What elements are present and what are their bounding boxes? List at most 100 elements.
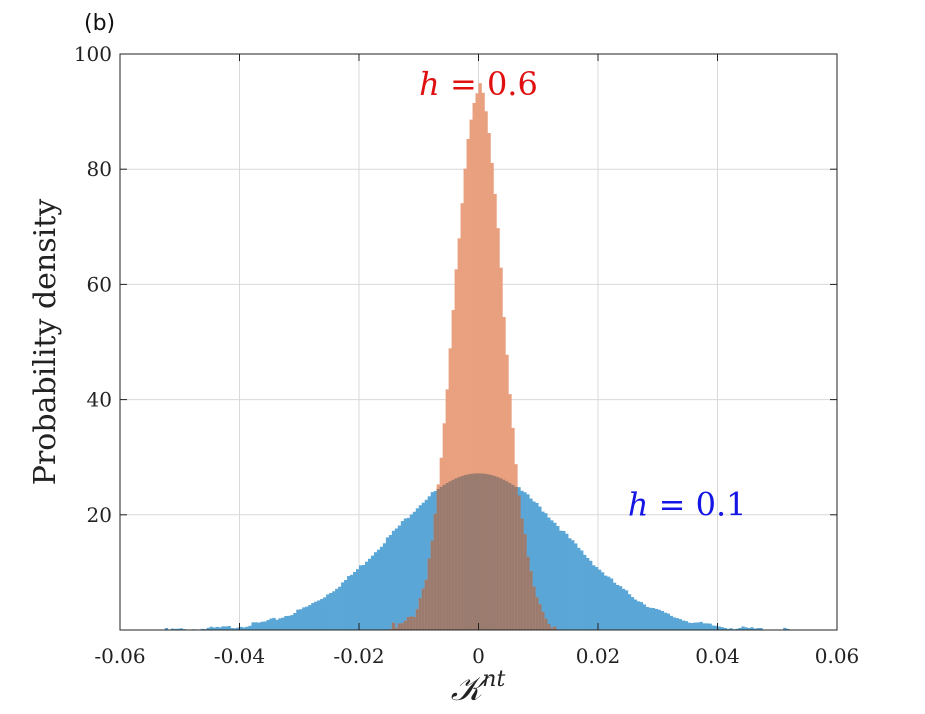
hist-bar: [609, 578, 614, 630]
hist-bar: [744, 627, 748, 630]
hist-bar: [708, 623, 712, 630]
hist-bar: [248, 625, 252, 630]
hist-bar-overlap: [427, 558, 431, 630]
hist-bar: [215, 626, 219, 630]
hist-bar-overlap: [442, 484, 446, 630]
hist-bar: [233, 628, 237, 630]
hist-bar: [574, 543, 578, 630]
hist-bar: [317, 600, 321, 630]
hist-bar: [600, 572, 605, 630]
hist-bar: [350, 574, 354, 630]
hist-bar: [344, 580, 348, 630]
hist-bar: [326, 594, 330, 630]
hist-bar: [299, 609, 303, 630]
hist-bar: [251, 622, 255, 630]
hist-bar-overlap: [547, 623, 551, 630]
hist-bar: [421, 502, 426, 630]
hist-bar: [756, 628, 760, 630]
hist-bar-overlap: [433, 513, 437, 630]
hist-bar: [783, 627, 787, 630]
hist-bar: [627, 594, 632, 630]
hist-bar: [532, 501, 536, 630]
hist-bar: [412, 511, 417, 630]
hist-bar-overlap: [478, 473, 482, 630]
y-tick-label: 40: [87, 388, 112, 412]
hist-bar: [302, 607, 306, 630]
hist-bar: [747, 628, 751, 630]
hist-bar: [356, 569, 360, 630]
hist-bar: [741, 626, 745, 630]
hist-bar: [206, 627, 210, 630]
hist-bar: [660, 611, 665, 630]
hist-bar: [750, 627, 754, 630]
hist-bar-overlap: [400, 623, 405, 630]
hist-bar: [230, 628, 234, 630]
hist-bar: [388, 535, 393, 630]
hist-bar: [502, 317, 506, 630]
hist-bar: [370, 555, 375, 630]
hist-bar: [218, 627, 222, 630]
hist-bar: [553, 522, 557, 630]
x-axis-label: 𝒦nt: [451, 667, 506, 709]
hist-bar-overlap: [538, 604, 542, 630]
hist-bar-overlap: [415, 609, 420, 630]
hist-bar: [538, 506, 542, 630]
hist-bar-overlap: [418, 598, 423, 630]
hist-bar: [711, 625, 715, 630]
hist-bar: [338, 586, 342, 630]
hist-bar: [687, 622, 691, 630]
hist-bar: [556, 526, 560, 630]
hist-bar-overlap: [511, 484, 515, 630]
hist-bar: [723, 627, 727, 630]
hist-bar: [481, 92, 485, 631]
hist-bar-overlap: [457, 477, 461, 630]
hist-bar: [493, 193, 497, 631]
hist-bar: [693, 622, 697, 630]
hist-bar: [275, 619, 279, 630]
hist-bar: [224, 626, 228, 630]
hist-bar-overlap: [526, 556, 530, 630]
hist-bar: [382, 543, 387, 630]
hist-bar: [705, 623, 709, 630]
hist-bar: [400, 521, 405, 630]
hist-bar: [245, 626, 249, 630]
hist-bar: [592, 565, 596, 630]
hist-bar-overlap: [517, 495, 521, 630]
hist-bar: [263, 621, 267, 630]
hist-bar: [544, 513, 548, 630]
hist-bar: [565, 533, 569, 630]
annotations: h = 0.6 h = 0.1: [419, 65, 746, 523]
hist-bar: [469, 119, 473, 631]
hist-bar: [463, 168, 467, 630]
hist-bar: [260, 621, 264, 630]
hist-bar: [595, 566, 599, 630]
hist-bar-overlap: [484, 473, 488, 630]
hist-bar: [409, 514, 414, 630]
hist-bar-overlap: [505, 481, 509, 630]
x-tick-label: 0: [472, 644, 485, 668]
annotation-label: h = 0.1: [628, 485, 747, 523]
hist-bar-overlap: [481, 473, 485, 630]
hist-bar: [624, 590, 629, 630]
hist-bar: [606, 576, 611, 630]
x-tick-label: 0.06: [815, 644, 860, 668]
hist-bar: [654, 608, 659, 630]
hist-bar: [559, 530, 563, 630]
hist-bar-overlap: [523, 534, 527, 630]
hist-bar: [290, 615, 294, 630]
hist-bar: [496, 228, 500, 630]
hist-bar: [618, 586, 623, 630]
hist-bar: [418, 505, 423, 630]
hist-bar: [580, 550, 584, 630]
hist-bar: [164, 627, 169, 630]
panel-label: (b): [84, 11, 115, 36]
hist-bar: [633, 599, 638, 630]
hist-bar-overlap: [430, 540, 434, 630]
hist-bar: [529, 498, 533, 630]
hist-bar: [547, 517, 551, 630]
hist-bar-overlap: [496, 477, 500, 630]
hist-bar: [702, 623, 706, 630]
hist-bar: [391, 530, 396, 630]
hist-bar: [278, 618, 282, 630]
hist-bar: [287, 615, 291, 630]
